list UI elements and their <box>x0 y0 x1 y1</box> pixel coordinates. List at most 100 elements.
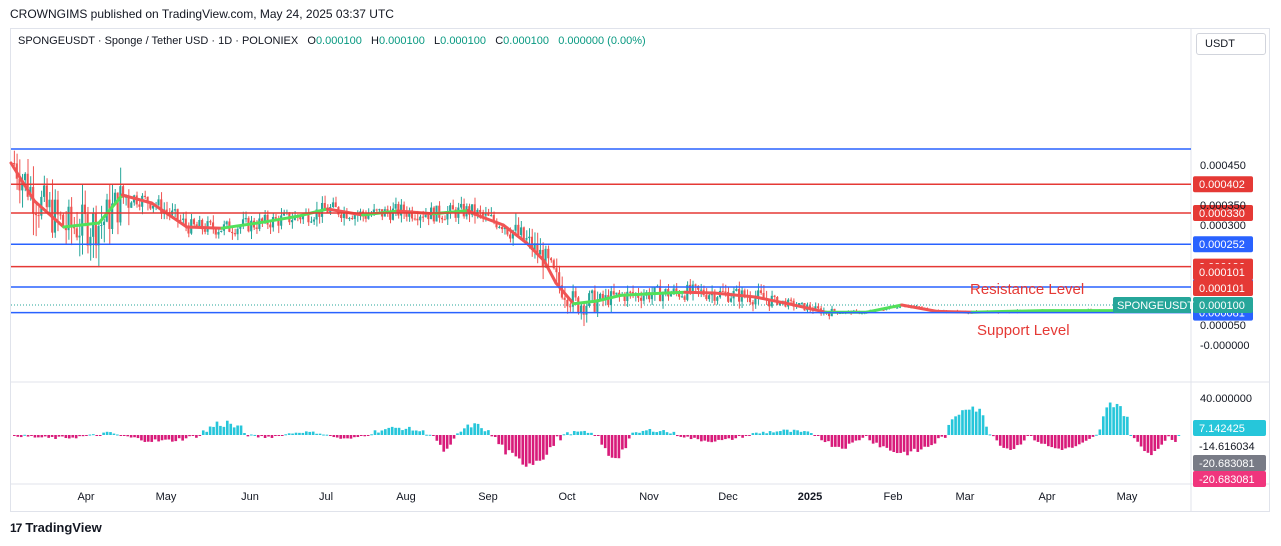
histogram-bar <box>480 428 483 435</box>
histogram-bar <box>768 431 772 435</box>
histogram-bar <box>270 435 274 438</box>
price-badge-label: 0.000101 <box>1199 283 1245 295</box>
time-axis-tick: Jun <box>241 491 259 503</box>
histogram-bar <box>923 435 926 447</box>
histogram-bar <box>916 435 920 452</box>
histogram-bar <box>607 435 610 456</box>
histogram-bar <box>507 435 511 451</box>
moving-average-segment <box>595 293 622 303</box>
histogram-bar <box>514 435 518 457</box>
histogram-bar <box>1177 435 1181 436</box>
moving-average-segment <box>9 161 36 203</box>
histogram-bar <box>95 435 99 436</box>
candle-body <box>241 219 245 227</box>
histogram-bar <box>713 435 717 442</box>
histogram-bar <box>830 435 834 447</box>
histogram-bar <box>332 435 336 438</box>
candle-body <box>694 284 697 286</box>
tradingview-footer: 17 TradingView <box>10 520 102 535</box>
histogram-bar <box>487 430 490 435</box>
high-label: H <box>371 35 379 47</box>
candle-body <box>498 226 501 228</box>
histogram-bar <box>325 434 329 436</box>
candle-body <box>211 222 215 230</box>
histogram-bar <box>524 435 528 467</box>
histogram-bar <box>947 424 951 435</box>
histogram-bar <box>1139 435 1143 447</box>
candle-body <box>419 216 422 221</box>
histogram-bar <box>813 435 817 436</box>
candle-body <box>113 192 116 204</box>
histogram-bar <box>950 419 954 435</box>
close-label: C <box>495 35 504 47</box>
histogram-bar <box>971 406 975 435</box>
histogram-bar <box>277 435 281 436</box>
tradingview-brand: TradingView <box>25 520 102 535</box>
candle-body <box>533 243 536 250</box>
candle-body <box>152 205 155 209</box>
moving-average-segment <box>185 225 224 230</box>
histogram-bar <box>421 430 425 435</box>
time-axis-tick: Apr <box>77 491 94 503</box>
candle-body <box>579 305 583 313</box>
histogram-bar <box>359 435 363 436</box>
candle-body <box>443 219 446 221</box>
candle-body <box>394 204 397 209</box>
open-label: O <box>307 35 316 47</box>
histogram-bar <box>552 435 555 446</box>
level-price-badge <box>1193 205 1253 221</box>
candle-body <box>157 199 160 205</box>
histogram-bar <box>43 435 47 437</box>
candle-body <box>596 299 599 312</box>
candle-body <box>585 305 588 315</box>
tradingview-logo-icon: 17 <box>10 520 22 535</box>
histogram-bar <box>799 431 803 435</box>
candle-body <box>410 210 414 219</box>
candle-body <box>331 202 335 207</box>
candle-body <box>661 293 664 302</box>
currency-unit-button[interactable]: USDT <box>1196 33 1266 55</box>
candle-body <box>181 218 185 220</box>
histogram-bar <box>301 432 305 435</box>
candle-body <box>315 209 318 220</box>
histogram-bar <box>882 435 885 447</box>
candle-body <box>282 213 285 216</box>
histogram-bar <box>686 435 689 437</box>
time-axis-tick: May <box>156 491 177 503</box>
price-axis-tick: 0.000450 <box>1200 160 1246 172</box>
histogram-bar <box>64 435 68 439</box>
histogram-bar <box>559 435 562 441</box>
candle-body <box>724 291 727 293</box>
histogram-bar <box>98 435 102 436</box>
histogram-bar <box>542 435 545 460</box>
histogram-bar <box>504 435 507 455</box>
candle-body <box>261 218 264 222</box>
histogram-bar <box>287 433 291 435</box>
histogram-bar <box>308 431 312 435</box>
candle-body <box>312 219 315 222</box>
histogram-bar <box>1047 435 1050 447</box>
histogram-bar <box>102 432 105 435</box>
histogram-bar <box>50 435 54 437</box>
histogram-bar <box>706 435 710 442</box>
histogram-bar <box>600 435 604 445</box>
histogram-bar <box>782 429 786 435</box>
histogram-bar <box>734 435 738 439</box>
histogram-bar <box>256 435 260 438</box>
histogram-bar <box>463 428 466 435</box>
candle-body <box>389 212 392 220</box>
histogram-bar <box>696 435 700 440</box>
candle-body <box>743 290 746 297</box>
histogram-bar <box>765 433 768 435</box>
candle-body <box>130 202 133 208</box>
candle-body <box>201 219 204 230</box>
histogram-bar <box>590 432 593 435</box>
candle-body <box>255 227 258 229</box>
histogram-bar <box>1143 435 1146 452</box>
candle-body <box>688 284 692 293</box>
candle-body <box>484 213 487 216</box>
histogram-bar <box>54 435 57 439</box>
moving-average-segment <box>1005 309 1044 313</box>
price-badge <box>1193 264 1253 280</box>
